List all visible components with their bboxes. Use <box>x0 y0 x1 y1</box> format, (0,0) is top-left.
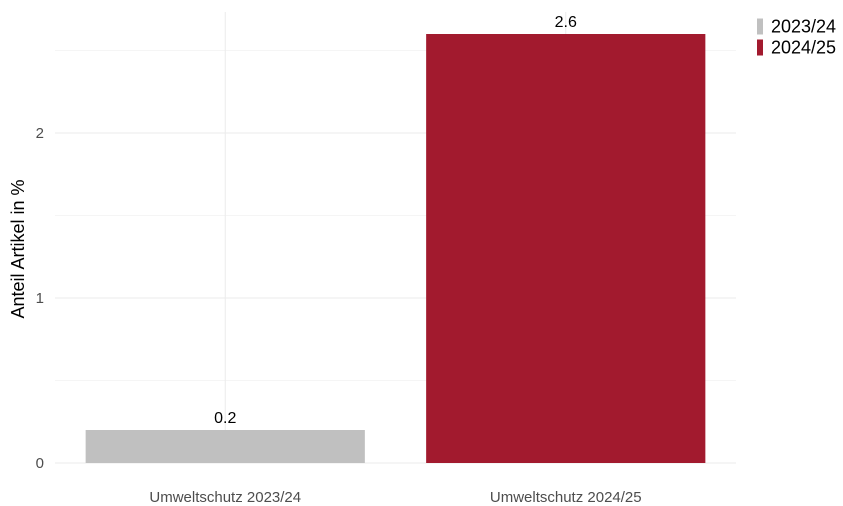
data-labels: 0.2 2.6 <box>214 14 577 427</box>
y-axis-ticks: 0 1 2 <box>36 125 44 472</box>
y-axis-title: Anteil Artikel in % <box>8 179 28 318</box>
legend-label-2: 2024/25 <box>771 38 836 58</box>
y-tick-label: 0 <box>36 455 44 472</box>
legend-label-1: 2023/24 <box>771 17 836 37</box>
data-label-1: 0.2 <box>214 410 236 427</box>
data-label-2: 2.6 <box>555 14 577 31</box>
y-tick-label: 2 <box>36 125 44 142</box>
legend-swatch-2 <box>757 39 763 56</box>
legend-swatch-1 <box>757 18 763 35</box>
y-tick-label: 1 <box>36 290 44 307</box>
x-tick-label-1: Umweltschutz 2023/24 <box>149 489 301 506</box>
bar-1 <box>85 430 365 463</box>
bars <box>85 34 706 463</box>
x-axis-ticks: Umweltschutz 2023/24 Umweltschutz 2024/25 <box>149 489 641 506</box>
bar-2 <box>426 34 706 463</box>
x-tick-label-2: Umweltschutz 2024/25 <box>490 489 642 506</box>
